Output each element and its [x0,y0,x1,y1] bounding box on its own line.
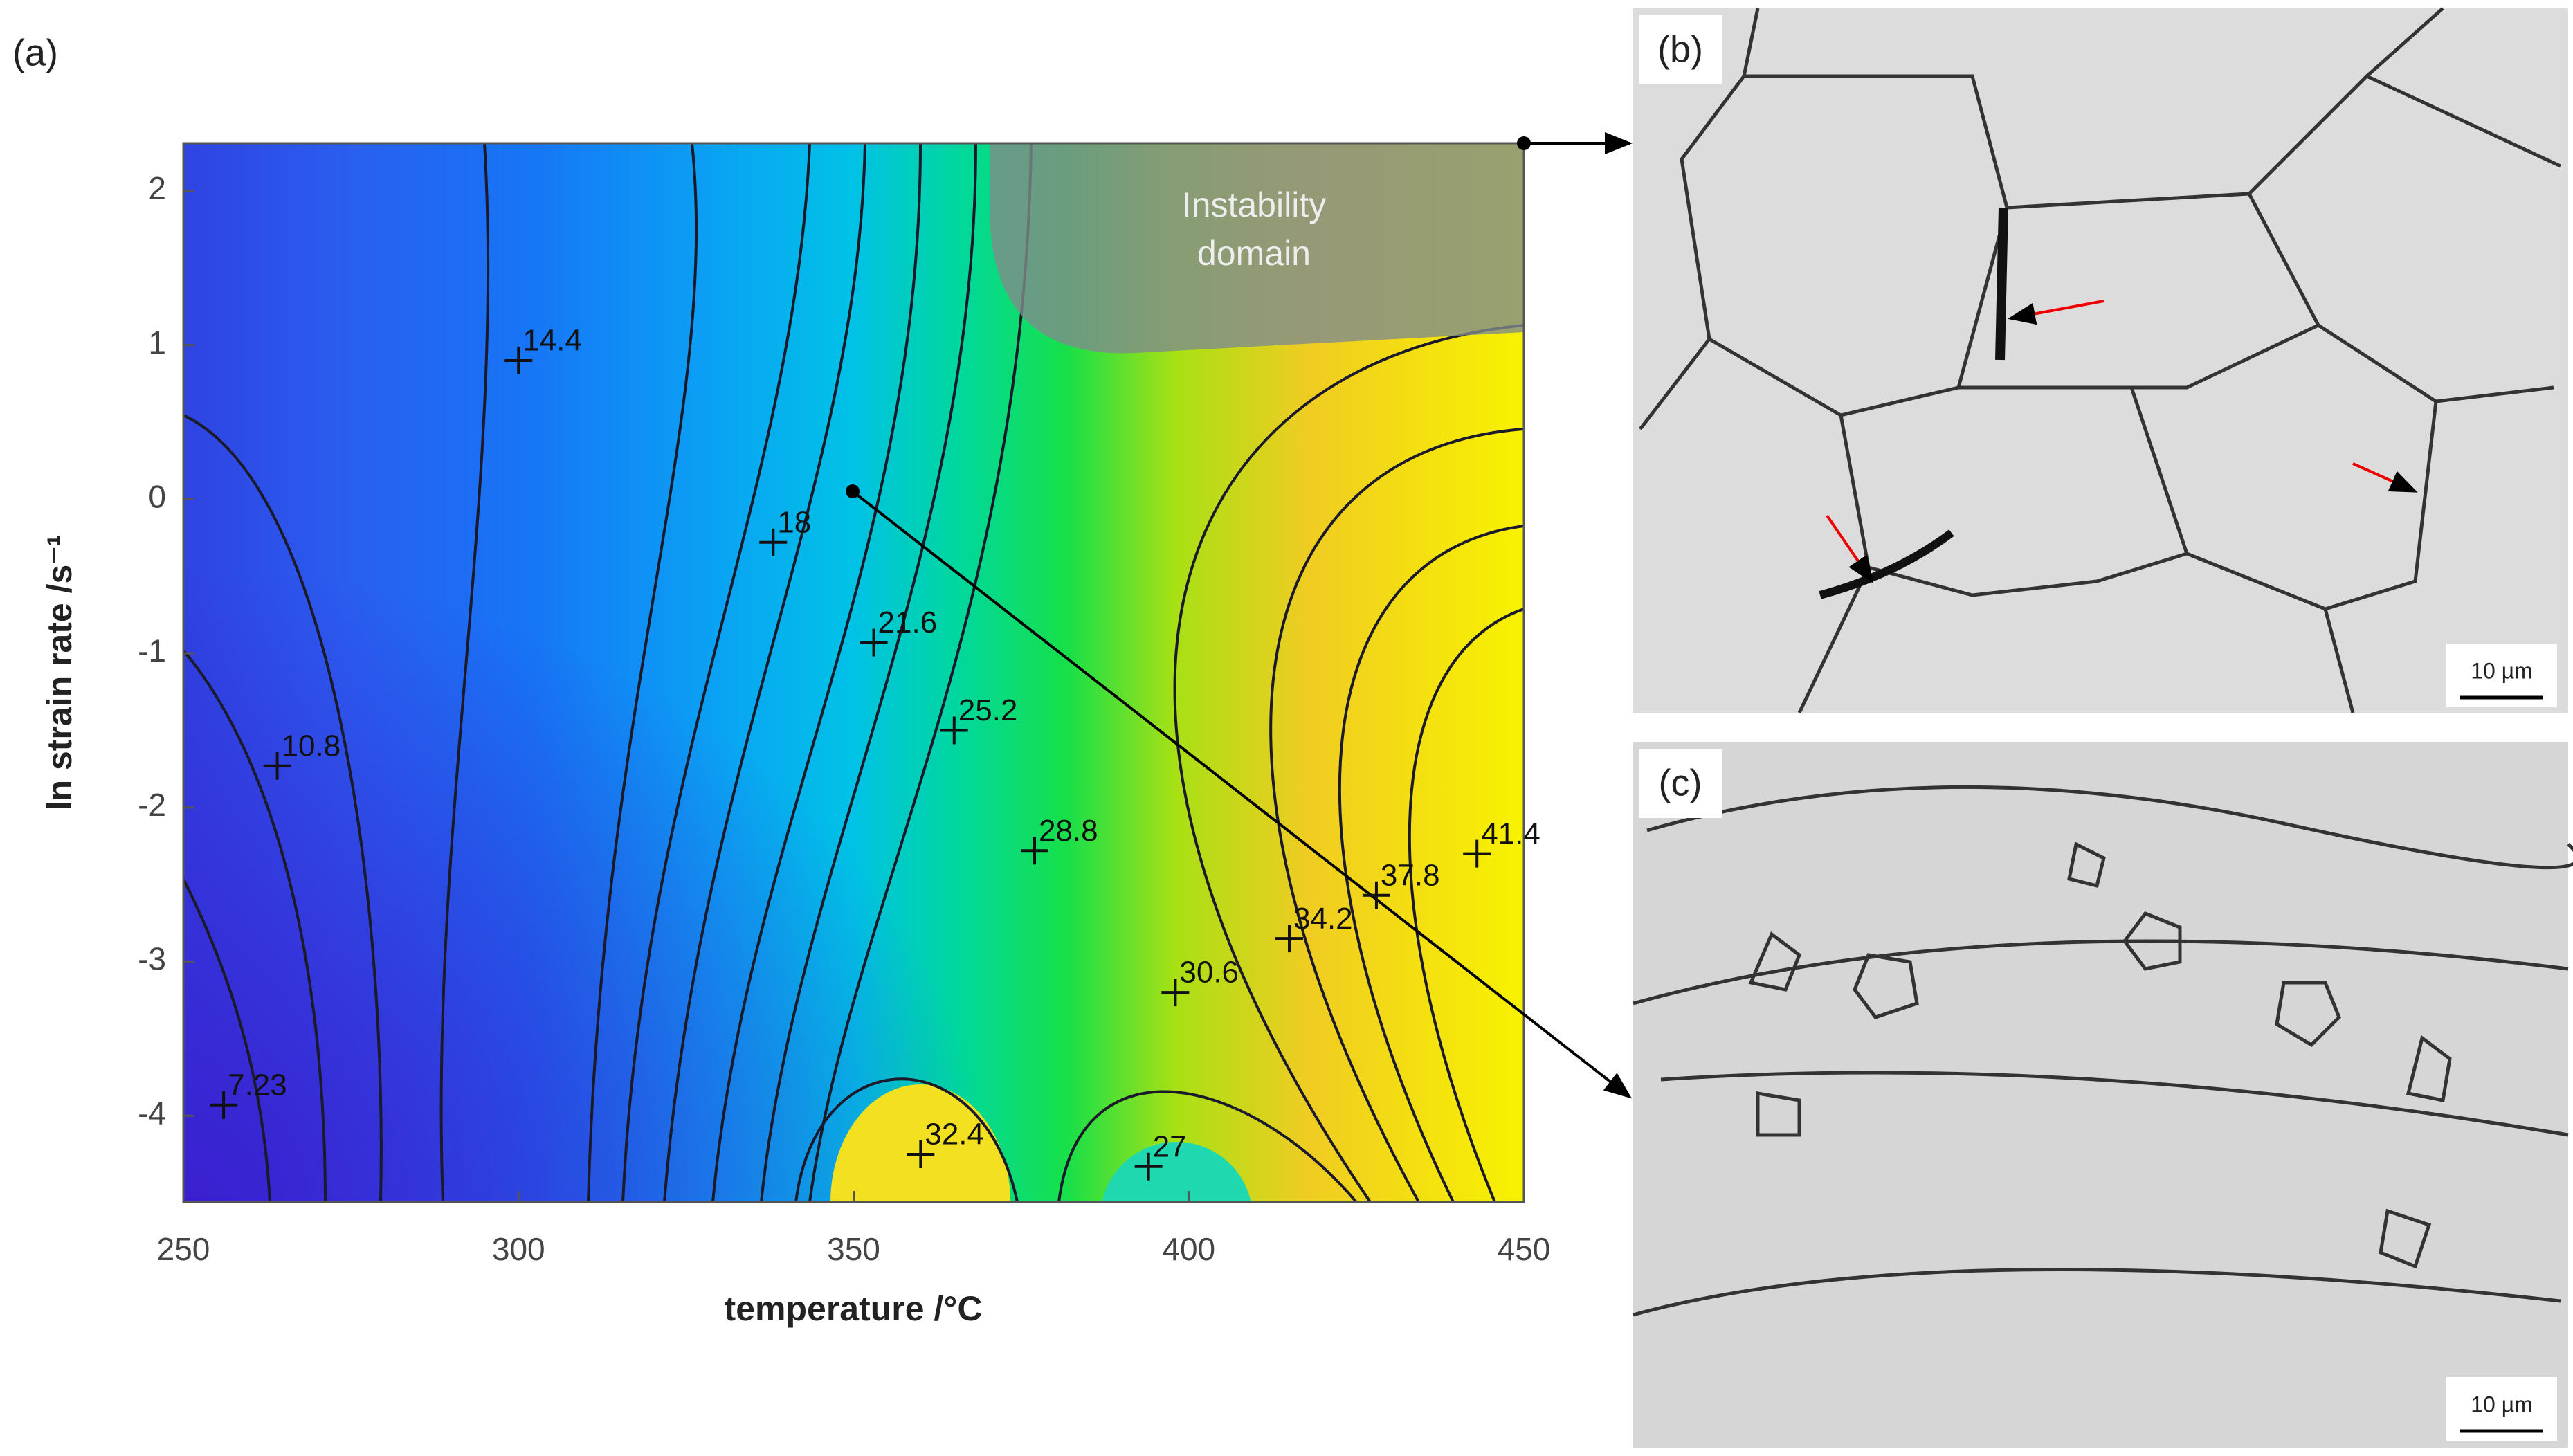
contour-label: 30.6 [1179,956,1239,990]
contour-label: 25.2 [958,693,1018,727]
panel-label: (c) [1659,762,1702,803]
contour-label: 28.8 [1039,814,1098,848]
contour-label: 21.6 [878,606,938,639]
contour-label-marker [263,752,291,780]
y-tick-label: -1 [138,633,166,668]
contour-label: 41.4 [1481,817,1540,850]
contour-label-marker [1020,837,1048,865]
contour-label-marker [759,528,788,556]
x-tick-label: 350 [827,1231,880,1267]
contour-label: 18 [777,505,811,539]
instability-domain [990,143,1524,354]
y-tick-label: -4 [138,1095,166,1131]
micrograph-c [1633,742,2573,1448]
contour-label: 37.8 [1381,858,1440,892]
contour-label-marker [1161,979,1190,1007]
contour-label-marker [940,716,968,745]
y-tick-label: -2 [138,787,166,823]
contour-label: 14.4 [522,324,582,358]
contour-label: 27 [1153,1129,1187,1163]
annotation: Instability [1182,185,1326,224]
scale-bar-label: 10 µm [2471,1392,2533,1417]
panel-label: (b) [1657,28,1703,70]
y-tick-label: 1 [148,325,166,361]
contour-label-marker [1275,925,1304,953]
x-tick-label: 400 [1162,1231,1215,1267]
x-tick-label: 450 [1498,1231,1551,1267]
arrows [846,132,1633,1099]
contour-label-marker [907,1140,935,1168]
y-axis-label: ln strain rate /s⁻¹ [40,535,79,811]
y-tick-label: 2 [148,170,166,206]
contour-label-marker [210,1091,238,1119]
contour-label-marker [504,347,533,375]
y-tick-label: 0 [148,479,166,515]
contour-label: 34.2 [1293,902,1353,936]
annotation: domain [1197,234,1311,273]
contour-field [183,143,1524,1202]
contour-label: 7.23 [228,1068,287,1102]
contour-label: 32.4 [925,1118,984,1152]
x-axis-label: temperature /°C [725,1289,983,1328]
panel-label: (a) [12,32,58,73]
micrograph-b [1633,7,2568,714]
contour-label-marker [1463,839,1491,868]
contour-label: 10.8 [282,729,341,763]
contour-label-marker [1134,1152,1163,1181]
contour-label-marker [860,628,888,657]
x-tick-label: 300 [492,1231,545,1267]
scale-bar-label: 10 µm [2471,658,2533,683]
y-tick-label: -3 [138,941,166,977]
x-tick-label: 250 [157,1231,210,1267]
contour-label-marker [1362,881,1390,909]
